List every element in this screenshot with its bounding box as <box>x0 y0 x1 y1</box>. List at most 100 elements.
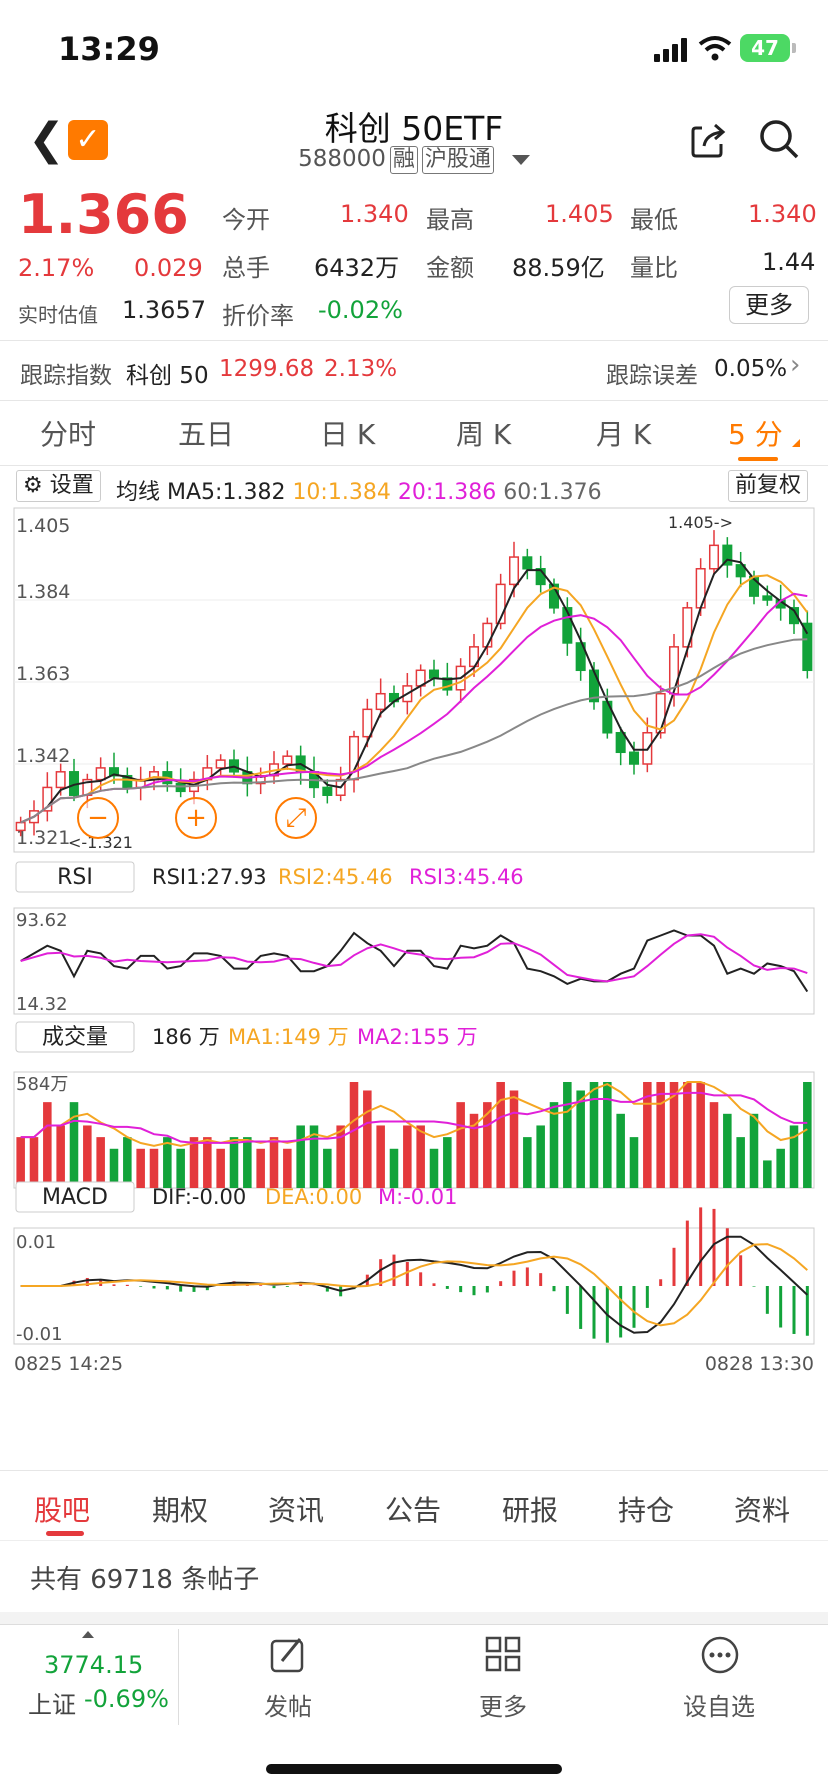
stock-chart[interactable]: 1.405 1.384 1.363 1.342 1.321 1.405-> <-1.321−… <box>0 502 828 1466</box>
estimate-value: 1.3657 <box>122 296 206 324</box>
rsi-bottom-label: 14.32 <box>16 994 68 1015</box>
fullscreen-icon[interactable] <box>275 797 317 839</box>
tab-five-day[interactable]: 五日 <box>178 418 235 451</box>
candle-body <box>282 755 293 765</box>
rsi1-value: RSI1:27.93 <box>152 865 267 889</box>
content-tabs: 股吧 期权 资讯 公告 研报 持仓 资料 <box>0 1470 828 1540</box>
tracking-index-row[interactable]: 跟踪指数 科创 50 1299.68 2.13% 跟踪误差 0.05% › <box>0 342 828 396</box>
candle-body <box>495 583 506 625</box>
open-label: 今开 <box>222 206 270 234</box>
watchlist-more-icon[interactable] <box>700 1635 740 1675</box>
tab-news[interactable]: 资讯 <box>268 1494 325 1527</box>
volume-bar <box>549 1102 559 1188</box>
ma10-line <box>20 574 809 824</box>
settings-button[interactable]: ⚙ 设置 <box>16 470 101 502</box>
clock: 13:29 <box>58 30 160 68</box>
tracking-label: 跟踪指数 <box>20 363 112 389</box>
volume-bar <box>656 1082 665 1188</box>
more-grid-icon[interactable] <box>484 1635 522 1673</box>
volume-bar <box>643 1082 652 1188</box>
volume-bar <box>376 1125 385 1188</box>
volume-bar <box>416 1125 425 1188</box>
more-quote-button[interactable]: 更多 <box>729 286 809 324</box>
more-button[interactable]: 更多 <box>479 1693 527 1721</box>
tab-daily-k[interactable]: 日 K <box>320 418 376 451</box>
rsi-name: RSI <box>57 865 93 890</box>
back-chevron-icon[interactable]: ❮ <box>28 114 65 165</box>
expand-up-icon[interactable] <box>82 1631 94 1638</box>
macd-label-box <box>15 1181 135 1213</box>
tab-timeshare[interactable]: 分时 <box>40 418 97 451</box>
tab-weekly-k[interactable]: 周 K <box>456 418 512 451</box>
tab-monthly-k[interactable]: 月 K <box>596 418 652 451</box>
rsi2-line <box>20 933 808 983</box>
tab-profile[interactable]: 资料 <box>734 1494 791 1527</box>
change-percent: 2.17% <box>18 254 95 282</box>
zoom-in-icon[interactable] <box>175 797 217 839</box>
macd-dea: DEA:0.00 <box>265 1185 362 1209</box>
candle-body <box>508 556 520 586</box>
share-icon[interactable] <box>688 120 728 160</box>
tab-options[interactable]: 期权 <box>152 1494 209 1527</box>
low-value: 1.340 <box>748 200 817 228</box>
volume-ratio-value: 1.44 <box>762 248 816 276</box>
macd-histogram-bar <box>125 1284 129 1286</box>
macd-histogram-bar <box>299 1284 303 1286</box>
tab-announcements[interactable]: 公告 <box>385 1494 442 1527</box>
ma20-line <box>20 592 808 824</box>
tab-dropdown-icon[interactable] <box>792 439 800 447</box>
volume-bar <box>696 1082 705 1188</box>
macd-histogram-bar <box>192 1286 196 1292</box>
adjust-button[interactable]: 前复权 <box>728 470 809 502</box>
macd-histogram-bar <box>392 1254 396 1286</box>
zoom-out-icon[interactable] <box>77 797 119 839</box>
ma60-line <box>20 638 808 824</box>
volume-bar <box>189 1137 199 1188</box>
tab-forum[interactable]: 股吧 <box>34 1494 91 1527</box>
rsi-frame <box>13 907 815 1015</box>
security-code-row[interactable]: 588000 融沪股通 <box>0 146 828 174</box>
macd-histogram-bar <box>619 1286 623 1338</box>
volume-bar <box>363 1090 372 1188</box>
add-watchlist-button[interactable]: 设自选 <box>683 1693 755 1721</box>
volume-bar <box>29 1137 39 1188</box>
volume-bar <box>629 1137 639 1188</box>
ma10-value: 10:1.384 <box>292 480 391 505</box>
macd-histogram-bar <box>459 1286 463 1293</box>
battery-icon: 47 <box>740 34 796 62</box>
volume-bar <box>43 1102 52 1188</box>
macd-histogram-bar <box>645 1286 649 1308</box>
rsi-top-label: 93.62 <box>16 910 68 931</box>
macd-histogram-bar <box>205 1286 209 1291</box>
kline-y-label: 1.363 <box>16 663 70 685</box>
tab-holdings[interactable]: 持仓 <box>618 1494 675 1527</box>
sse-index-value[interactable]: 3774.15 <box>44 1651 144 1679</box>
tab-five-minute[interactable]: 5 分 <box>728 418 783 451</box>
period-tabs: 分时 五日 日 K 周 K 月 K 5 分 <box>0 400 828 466</box>
macd-histogram-bar <box>579 1286 583 1329</box>
watchlist-check-icon[interactable]: ✓ <box>68 120 108 160</box>
candle-body <box>628 751 640 765</box>
sse-index-name: 上证 <box>28 1691 76 1719</box>
search-icon[interactable] <box>758 118 800 160</box>
volume-bar <box>349 1082 359 1188</box>
margin-tag: 融 <box>389 146 418 174</box>
candle-body <box>322 786 333 796</box>
volume-top-label: 584万 <box>16 1074 68 1095</box>
ma5-value: MA5:1.382 <box>167 480 286 505</box>
zoom-in-icon-glyph: + <box>185 803 207 833</box>
macd-histogram-bar <box>739 1255 743 1286</box>
tab-research[interactable]: 研报 <box>502 1494 559 1527</box>
ma-legend: 均线 MA5:1.382 10:1.384 20:1.386 60:1.376 <box>116 474 602 506</box>
volume-bar <box>83 1125 92 1188</box>
volume-bar <box>336 1125 345 1188</box>
volume-bar <box>323 1148 332 1188</box>
post-button[interactable]: 发帖 <box>264 1693 312 1721</box>
candle-body <box>562 607 573 644</box>
macd-frame <box>13 1227 815 1345</box>
ma-label: 均线 <box>116 480 161 505</box>
home-indicator <box>266 1764 562 1774</box>
post-icon[interactable] <box>268 1635 308 1675</box>
dropdown-caret-icon[interactable] <box>511 154 530 165</box>
discount-value: -0.02% <box>318 296 403 324</box>
